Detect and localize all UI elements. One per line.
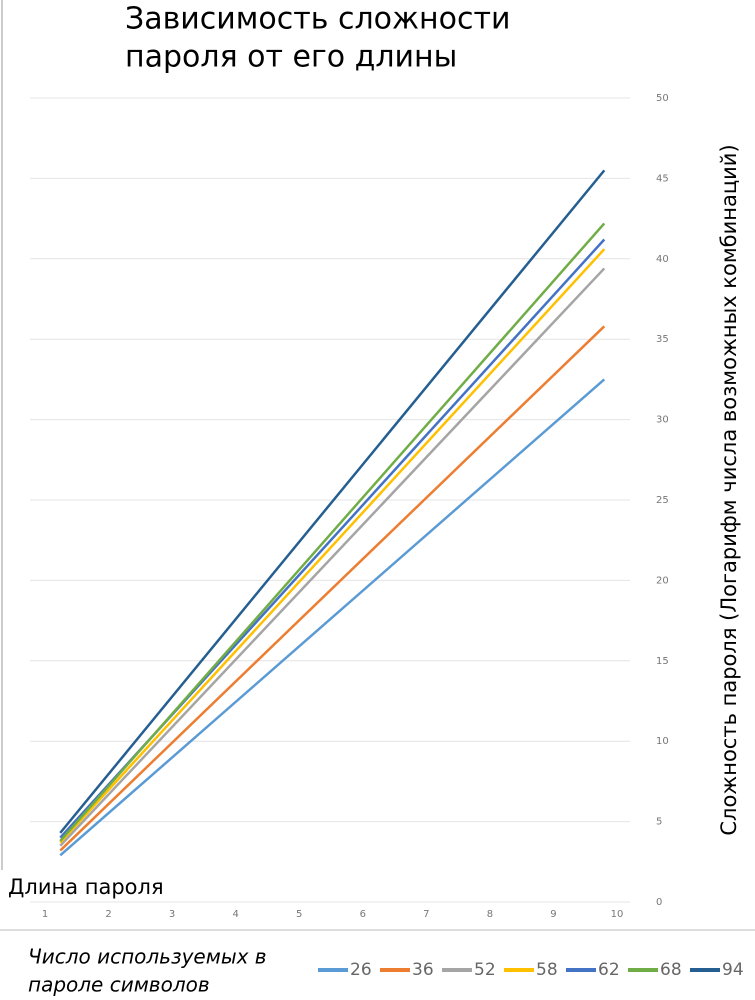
- y-tick-label: 50: [656, 93, 669, 104]
- x-tick-label: 3: [169, 909, 175, 920]
- legend-label: 26: [350, 960, 372, 980]
- chart-title: Зависимость сложности: [125, 2, 510, 37]
- legend-label: 68: [660, 960, 682, 980]
- legend-label: 62: [598, 960, 620, 980]
- x-tick-label: 6: [360, 909, 366, 920]
- series-line: [59, 325, 606, 852]
- x-tick-label: 1: [42, 909, 48, 920]
- chart-title: пароля от его длины: [125, 40, 457, 75]
- series-line: [59, 248, 606, 844]
- series-line: [59, 222, 606, 842]
- x-tick-label: 7: [423, 909, 429, 920]
- y-tick-label: 25: [656, 495, 669, 506]
- legend-label: 94: [722, 960, 744, 980]
- y-tick-label: 5: [656, 817, 662, 828]
- x-axis-label: Длина пароля: [8, 875, 164, 899]
- x-tick-label: 8: [487, 909, 493, 920]
- y-tick-label: 10: [656, 736, 669, 747]
- y-tick-label: 15: [656, 656, 669, 667]
- legend-title: пароле символов: [28, 973, 210, 997]
- legend-label: 58: [536, 960, 558, 980]
- x-tick-label: 10: [611, 909, 624, 920]
- legend-title: Число используемых в: [28, 945, 267, 969]
- y-tick-label: 0: [656, 897, 662, 908]
- x-tick-label: 9: [550, 909, 556, 920]
- legend-label: 52: [474, 960, 496, 980]
- y-tick-label: 45: [656, 173, 669, 184]
- y-tick-label: 30: [656, 415, 669, 426]
- legend-label: 36: [412, 960, 434, 980]
- y-tick-label: 40: [656, 254, 669, 265]
- y-tick-label: 35: [656, 334, 669, 345]
- series-line: [59, 169, 606, 834]
- series-line: [59, 267, 606, 847]
- y-tick-label: 20: [656, 575, 669, 586]
- x-tick-label: 4: [232, 909, 238, 920]
- x-tick-label: 2: [105, 909, 111, 920]
- x-tick-label: 5: [296, 909, 302, 920]
- series-line: [59, 378, 606, 857]
- y-axis-label: Сложность пароля (Логарифм числа возможн…: [717, 144, 741, 835]
